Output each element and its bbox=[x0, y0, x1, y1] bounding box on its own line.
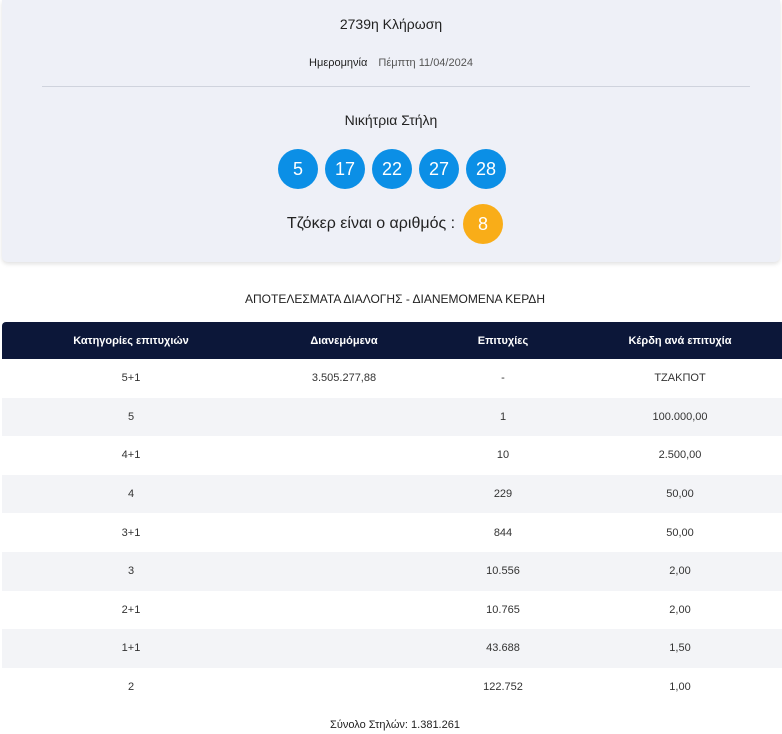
cell-winners: 1 bbox=[499, 410, 507, 423]
winning-numbers: 5 17 22 27 28 bbox=[2, 149, 780, 189]
table-row: 5 1 100.000,00 bbox=[2, 397, 782, 437]
cell-winners: 122.752 bbox=[483, 681, 523, 694]
divider bbox=[42, 86, 750, 87]
header-winners: Επιτυχίες bbox=[477, 334, 529, 347]
results-title: ΑΠΟΤΕΛΕΣΜΑΤΑ ΔΙΑΛΟΓΗΣ - ΔΙΑΝΕΜΟΜΕΝΑ ΚΕΡΔ… bbox=[245, 292, 545, 306]
cell-distributed bbox=[260, 398, 428, 437]
table-row: 2+1 10.765 2,00 bbox=[2, 590, 782, 630]
cell-distributed bbox=[260, 629, 428, 668]
cell-category: 2 bbox=[127, 681, 135, 694]
cell-category: 2+1 bbox=[121, 603, 141, 616]
cell-winners: 43.688 bbox=[486, 642, 520, 655]
cell-prize: 2.500,00 bbox=[658, 449, 702, 462]
cell-winners: 844 bbox=[493, 526, 513, 539]
total-columns: Σύνολο Στηλών: 1.381.261 bbox=[330, 719, 460, 731]
cell-prize: 50,00 bbox=[666, 488, 694, 501]
cell-prize: 2,00 bbox=[669, 603, 691, 616]
cell-winners: 10 bbox=[496, 449, 510, 462]
cell-distributed bbox=[260, 591, 428, 630]
draw-date-row: Ημερομηνία Πέμπτη 11/04/2024 bbox=[2, 57, 780, 69]
number-ball: 5 bbox=[278, 149, 318, 189]
cell-winners: 10.556 bbox=[486, 565, 520, 578]
cell-winners: 10.765 bbox=[486, 603, 520, 616]
table-row: 3+1 844 50,00 bbox=[2, 513, 782, 552]
cell-category: 4 bbox=[127, 488, 135, 501]
joker-label: Τζόκερ είναι ο αριθμός : bbox=[286, 215, 456, 232]
joker-row: Τζόκερ είναι ο αριθμός : 8 bbox=[2, 204, 780, 244]
winning-column-label: Νικήτρια Στήλη bbox=[344, 112, 438, 128]
header-prize: Κέρδη ανά επιτυχία bbox=[628, 334, 732, 347]
header-categories: Κατηγορίες επιτυχιών bbox=[73, 334, 189, 347]
results-table: Κατηγορίες επιτυχιών Διανεμόμενα Επιτυχί… bbox=[2, 322, 782, 707]
cell-prize: ΤΖΑΚΠΟΤ bbox=[654, 372, 706, 385]
table-row: 5+1 3.505.277,88 - ΤΖΑΚΠΟΤ bbox=[2, 359, 782, 398]
cell-category: 3 bbox=[127, 565, 135, 578]
cell-category: 1+1 bbox=[121, 642, 141, 655]
cell-category: 5 bbox=[127, 410, 135, 423]
number-ball: 17 bbox=[325, 149, 365, 189]
cell-winners: 229 bbox=[493, 488, 513, 501]
cell-distributed bbox=[260, 475, 428, 514]
cell-category: 3+1 bbox=[121, 526, 141, 539]
cell-prize: 1,50 bbox=[669, 642, 691, 655]
cell-distributed bbox=[260, 436, 428, 475]
table-row: 2 122.752 1,00 bbox=[2, 667, 782, 707]
cell-prize: 50,00 bbox=[666, 526, 694, 539]
header-distributed: Διανεμόμενα bbox=[310, 334, 378, 347]
cell-prize: 2,00 bbox=[669, 565, 691, 578]
date-value: Πέμπτη 11/04/2024 bbox=[378, 57, 473, 69]
joker-ball: 8 bbox=[463, 204, 504, 244]
cell-category: 4+1 bbox=[121, 449, 141, 462]
table-row: 1+1 43.688 1,50 bbox=[2, 629, 782, 668]
draw-card: 2739η Κλήρωση Ημερομηνία Πέμπτη 11/04/20… bbox=[2, 0, 780, 262]
cell-prize: 1,00 bbox=[669, 681, 691, 694]
cell-distributed bbox=[260, 552, 428, 591]
cell-distributed bbox=[260, 513, 428, 552]
cell-prize: 100.000,00 bbox=[652, 410, 708, 423]
cell-category: 5+1 bbox=[121, 372, 141, 385]
number-ball: 22 bbox=[372, 149, 412, 189]
table-row: 4+1 10 2.500,00 bbox=[2, 436, 782, 475]
date-label: Ημερομηνία bbox=[309, 57, 368, 69]
number-ball: 28 bbox=[466, 149, 506, 189]
cell-distributed: 3.505.277,88 bbox=[311, 372, 377, 385]
table-row: 3 10.556 2,00 bbox=[2, 551, 782, 591]
table-row: 4 229 50,00 bbox=[2, 474, 782, 514]
table-header-row: Κατηγορίες επιτυχιών Διανεμόμενα Επιτυχί… bbox=[2, 322, 782, 359]
cell-winners: - bbox=[501, 372, 505, 385]
draw-title: 2739η Κλήρωση bbox=[339, 16, 443, 32]
cell-distributed bbox=[260, 668, 428, 707]
number-ball: 27 bbox=[419, 149, 459, 189]
